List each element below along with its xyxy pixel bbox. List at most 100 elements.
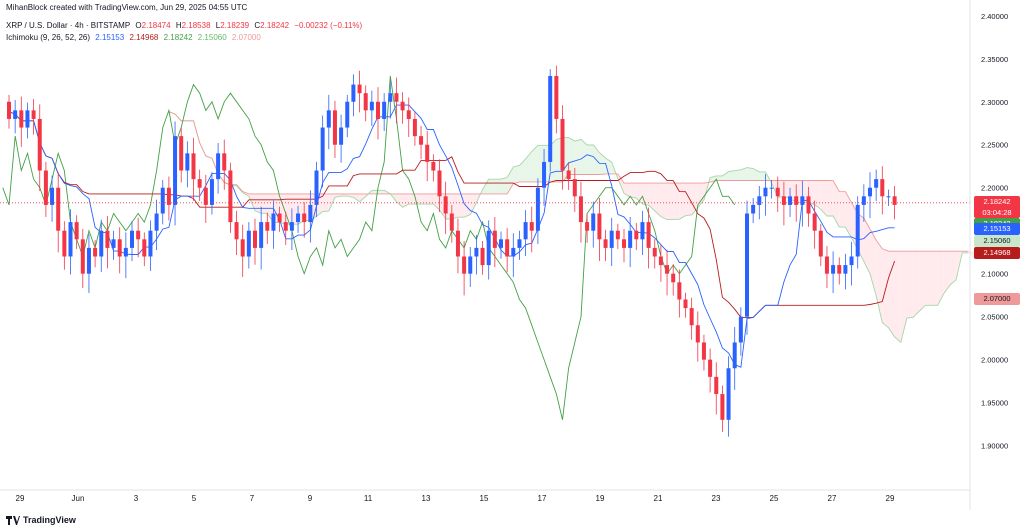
cloud-segment <box>673 183 680 220</box>
candle-body <box>363 93 368 111</box>
cloud-segment <box>925 251 932 306</box>
cloud-segment <box>685 183 692 216</box>
cloud-segment <box>937 251 944 306</box>
candle-body <box>837 265 842 274</box>
cloud-segment <box>931 251 938 306</box>
cloud-segment <box>427 193 434 205</box>
candle-body <box>376 101 380 119</box>
cloud-segment <box>402 193 409 208</box>
cloud-segment <box>716 175 723 181</box>
candle-body <box>431 161 436 171</box>
ichimoku-cloud <box>168 111 975 343</box>
candle-body <box>191 153 196 180</box>
candle-body <box>480 247 485 266</box>
candle-body <box>701 342 706 360</box>
candle-body <box>683 299 688 309</box>
cloud-segment <box>740 167 747 181</box>
candle-body <box>455 230 460 257</box>
candle-body <box>880 179 885 197</box>
candle-body <box>628 230 633 248</box>
candle-body <box>308 204 313 223</box>
cloud-segment <box>464 193 471 218</box>
cloud-segment <box>341 193 348 197</box>
candle-body <box>634 230 639 240</box>
cloud-segment <box>759 171 766 181</box>
candle-body <box>757 196 762 205</box>
ohlc-high: H2.18538 <box>175 21 211 30</box>
cloud-segment <box>457 193 465 218</box>
candle-body <box>425 144 430 162</box>
time-tick-label: Jun <box>72 494 85 503</box>
cloud-segment <box>617 173 624 194</box>
time-axis[interactable]: 29 Jun 3 5 7 9 11 13 15 17 19 21 23 25 27 29 <box>16 494 895 503</box>
candle-body <box>751 204 756 214</box>
candle-body <box>695 325 700 343</box>
candle-body <box>781 196 786 205</box>
cloud-segment <box>488 179 495 194</box>
time-tick-label: 7 <box>250 494 255 503</box>
candle-body <box>468 256 473 274</box>
indicator-name[interactable]: Ichimoku (9, 26, 52, 26) <box>6 33 91 42</box>
last-price-label: 2.18242 03:04:28 <box>974 195 1020 218</box>
indicator-value-lagging: 2.18242 <box>163 33 193 42</box>
candle-body <box>437 170 442 197</box>
candle-body <box>874 179 879 188</box>
candle-body <box>31 110 36 119</box>
candle-body <box>732 342 737 369</box>
candle-body <box>56 187 61 231</box>
cloud-segment <box>667 183 674 220</box>
candle-body <box>7 101 11 119</box>
candle-body <box>173 136 178 205</box>
candle-body <box>499 239 503 248</box>
cloud-segment <box>826 180 834 217</box>
candle-body <box>271 213 276 231</box>
candle-body <box>19 110 24 128</box>
time-tick-label: 3 <box>134 494 139 503</box>
candle-body <box>818 230 823 257</box>
indicator-legend[interactable]: Ichimoku (9, 26, 52, 26) 2.15153 2.14968… <box>6 33 264 42</box>
cloud-segment <box>568 137 575 175</box>
candle-body <box>277 213 282 223</box>
candle-body <box>535 187 540 231</box>
cloud-segment <box>531 145 538 182</box>
candle-body <box>13 110 18 119</box>
cloud-segment <box>519 158 526 182</box>
candle-body <box>142 239 147 257</box>
candle-body <box>68 222 73 257</box>
time-tick-label: 25 <box>770 494 779 503</box>
price-tick-label: 2.00000 <box>981 356 1008 365</box>
candle-body <box>652 247 657 257</box>
cloud-segment <box>919 251 926 312</box>
candle-body <box>554 75 559 119</box>
candles <box>7 65 897 437</box>
cloud-segment <box>624 183 631 197</box>
cloud-segment <box>630 183 637 199</box>
candle-body <box>382 101 387 119</box>
cloud-segment <box>371 190 378 194</box>
cloud-segment <box>285 193 292 225</box>
candle-body <box>136 230 141 240</box>
candle-body <box>265 222 270 231</box>
tradingview-logo[interactable]: TradingView <box>6 515 76 525</box>
candle-body <box>228 170 233 223</box>
candle-body <box>861 196 866 205</box>
cloud-segment <box>513 165 520 184</box>
symbol-legend[interactable]: XRP / U.S. Dollar · 4h · BITSTAMP O2.184… <box>6 21 365 30</box>
candle-body <box>505 239 510 257</box>
candle-body <box>314 170 319 205</box>
cloud-segment <box>347 193 354 198</box>
leading-span-b-label: 2.07000 <box>974 293 1020 306</box>
cloud-segment <box>574 139 581 175</box>
candle-body <box>646 222 651 248</box>
candle-body <box>677 282 682 300</box>
indicator-value-conversion: 2.15153 <box>95 33 125 42</box>
cloud-segment <box>722 171 729 181</box>
candle-body <box>25 110 30 128</box>
cloud-segment <box>679 183 686 220</box>
leading-span-a-label: 2.15060 <box>974 235 1020 248</box>
candle-body <box>658 256 663 266</box>
candle-body <box>154 213 159 231</box>
symbol-title[interactable]: XRP / U.S. Dollar · 4h · BITSTAMP <box>6 21 131 30</box>
cloud-segment <box>359 193 366 202</box>
